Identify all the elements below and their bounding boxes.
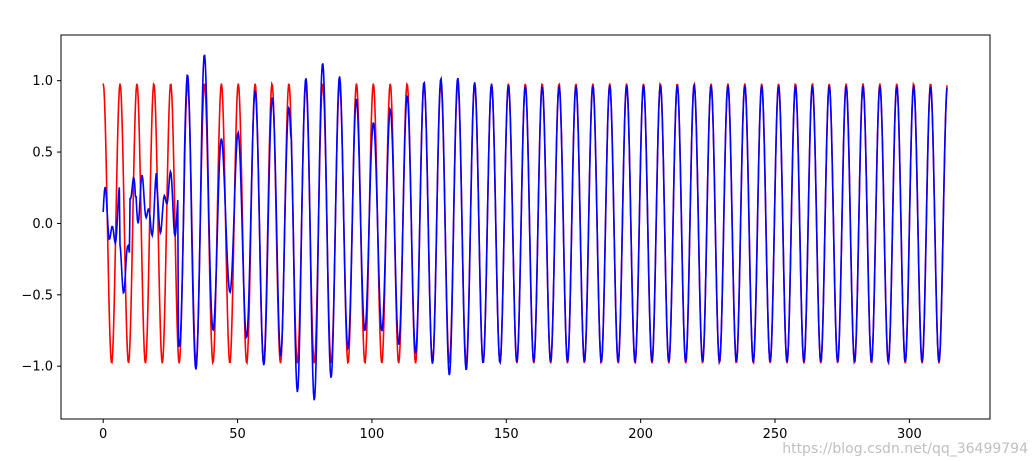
series-line-2	[102, 54, 948, 401]
x-tick-label: 250	[763, 427, 788, 442]
x-tick-label: 100	[360, 427, 385, 442]
x-tick-label: 150	[494, 427, 519, 442]
y-tick-label: 0.0	[32, 217, 53, 232]
plot-area	[102, 54, 948, 401]
y-tick-label: 0.5	[32, 146, 53, 161]
y-tick-label: 1.0	[32, 74, 53, 89]
x-tick-label: 200	[628, 427, 653, 442]
watermark-text: https://blog.csdn.net/qq_36499794	[782, 441, 1028, 457]
x-tick-label: 50	[229, 427, 246, 442]
axes-frame	[60, 34, 991, 420]
y-axis-ticks: −1.0 −0.5 0.0 0.5 1.0	[21, 74, 61, 375]
series-line-1	[102, 80, 948, 366]
y-tick-label: −0.5	[21, 288, 53, 303]
x-axis-ticks: 0 50 100 150 200 250 300	[99, 419, 922, 442]
x-tick-label: 300	[897, 427, 922, 442]
x-tick-label: 0	[99, 427, 107, 442]
y-tick-label: −1.0	[21, 360, 53, 375]
